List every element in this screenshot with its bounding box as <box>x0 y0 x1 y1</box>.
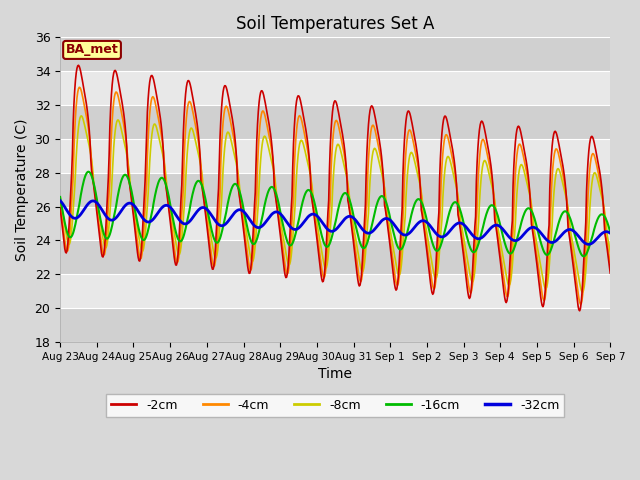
Bar <box>60 37 611 71</box>
Legend: -2cm, -4cm, -8cm, -16cm, -32cm: -2cm, -4cm, -8cm, -16cm, -32cm <box>106 394 564 417</box>
Title: Soil Temperatures Set A: Soil Temperatures Set A <box>236 15 435 33</box>
Bar <box>60 71 611 105</box>
Bar <box>60 173 611 206</box>
Text: BA_met: BA_met <box>66 43 118 57</box>
Y-axis label: Soil Temperature (C): Soil Temperature (C) <box>15 119 29 261</box>
Bar <box>60 274 611 308</box>
Bar <box>60 105 611 139</box>
Bar <box>60 308 611 342</box>
Bar <box>60 139 611 173</box>
Bar <box>60 240 611 274</box>
Bar <box>60 206 611 240</box>
X-axis label: Time: Time <box>318 367 352 381</box>
